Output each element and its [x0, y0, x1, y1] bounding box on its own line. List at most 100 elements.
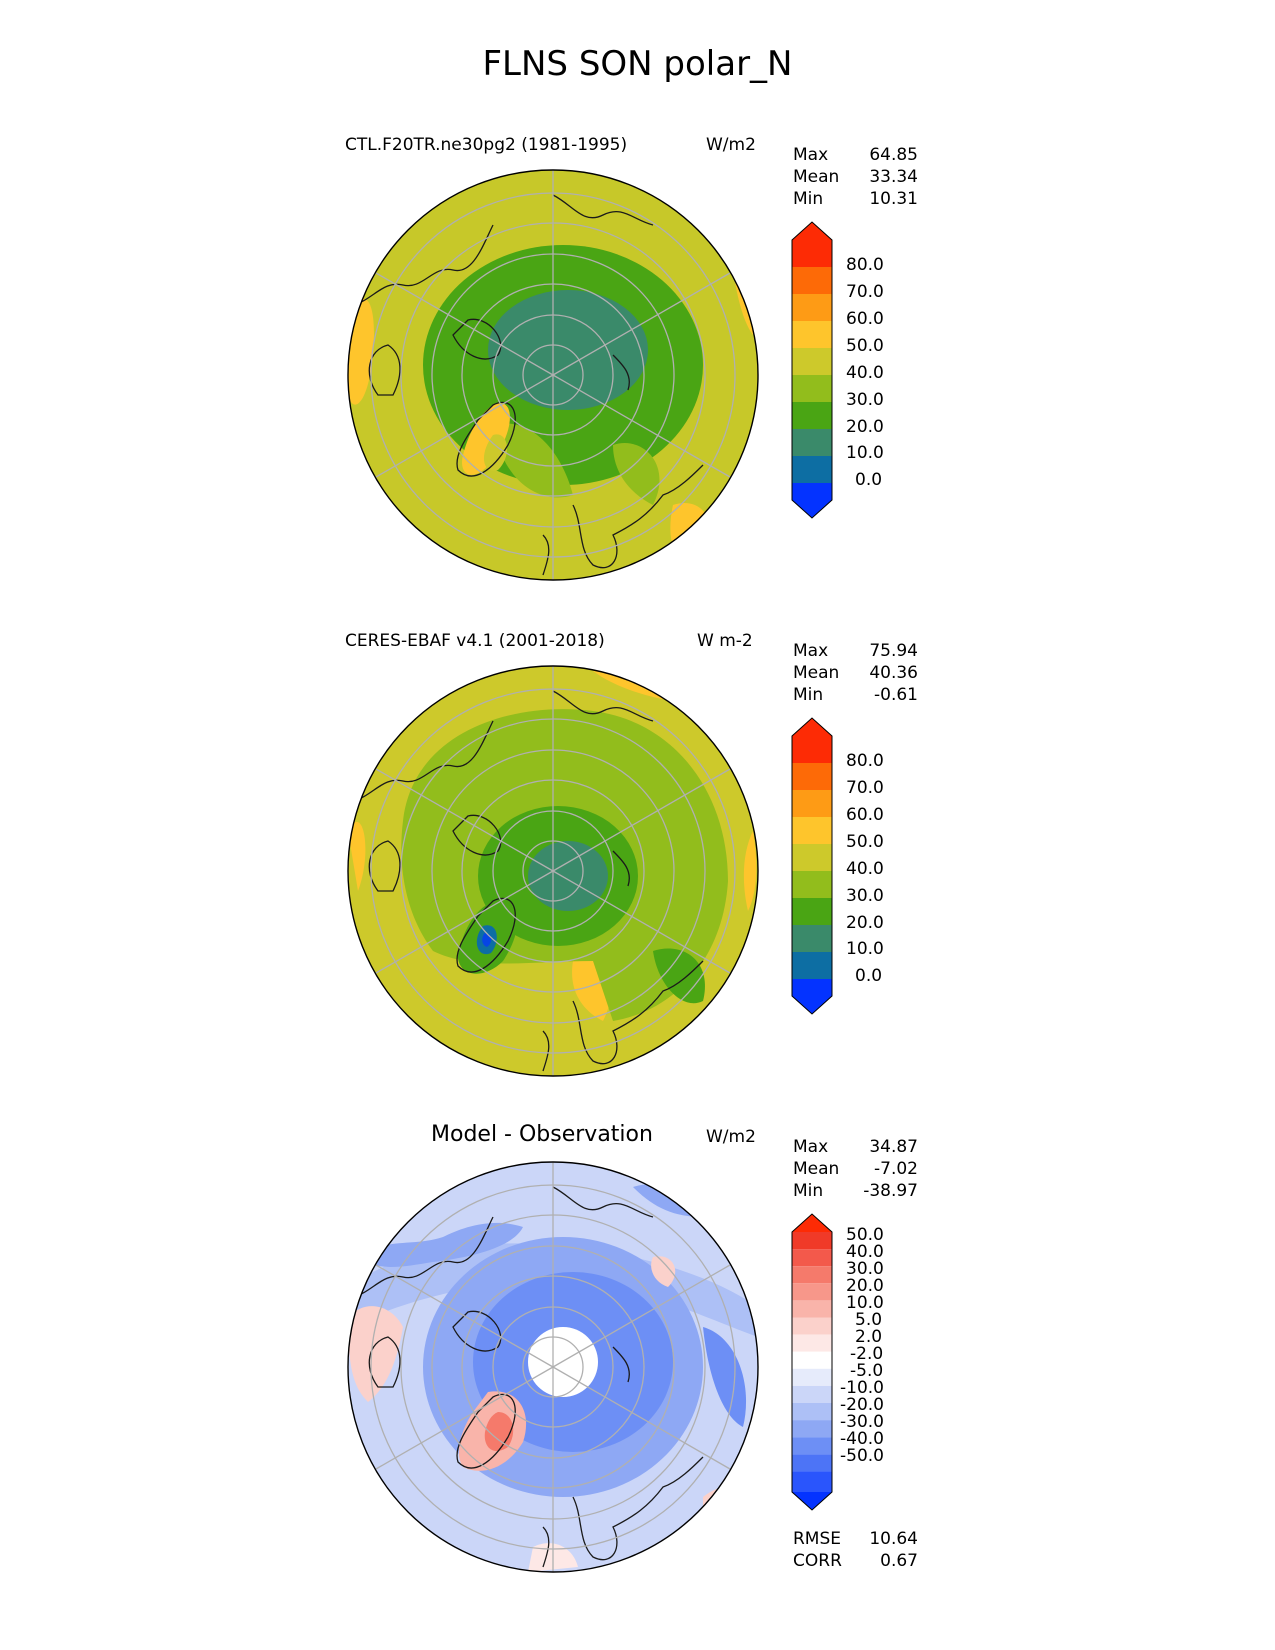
cbar-seg: [792, 1300, 832, 1318]
panel-3-stat-mean-label: Mean: [793, 1159, 840, 1179]
panel-1-cbar-tick: 20.0: [846, 417, 884, 437]
cbar-seg: [792, 1368, 832, 1386]
panel-3-cbar-tick: -20.0: [840, 1395, 884, 1415]
field-darkgreen-center: [488, 290, 648, 410]
cbar-seg: [792, 1454, 832, 1472]
cbar-top-arrow: [792, 718, 832, 736]
cbar-bottom-arrow: [792, 996, 832, 1014]
graticule: [370, 1162, 736, 1572]
cbar-bottom-arrow: [792, 500, 832, 518]
panel-3-cbar-tick: 50.0: [846, 1225, 884, 1245]
panel-3-cbar-tick: 5.0: [855, 1310, 883, 1330]
panel-2-stat-max-label: Max: [793, 641, 829, 661]
cbar-seg: [792, 1232, 832, 1250]
cbar-seg: [792, 763, 832, 790]
cbar-seg: [792, 1334, 832, 1352]
panel-2-cbar-tick: 40.0: [846, 859, 884, 879]
cbar-outline: [791, 221, 833, 519]
field-blue-top: [363, 1184, 703, 1267]
field-lightgreen-inner: [493, 423, 660, 505]
panel-1-stat-max-label: Max: [793, 145, 829, 165]
map-boundary: [347, 169, 759, 581]
cbar-seg: [792, 925, 832, 952]
panel-1-cbar-tick: 40.0: [846, 363, 884, 383]
cbar-seg: [792, 294, 832, 321]
panel-3-colorbar: [791, 1213, 833, 1511]
cbar-outline: [791, 717, 833, 1015]
cbar-seg: [792, 402, 832, 429]
cbar-seg: [792, 1283, 832, 1301]
cbar-seg: [792, 871, 832, 898]
cbar-seg: [792, 844, 832, 871]
cbar-seg: [792, 790, 832, 817]
cbar-seg: [792, 736, 832, 763]
panel-3-stat-max-label: Max: [793, 1137, 829, 1157]
field-greenland-mid: [483, 434, 508, 471]
cbar-seg: [792, 483, 832, 500]
cbar-top-arrow: [792, 222, 832, 240]
field-greenland-warm: [462, 403, 510, 475]
panel-3-cbar-tick: 2.0: [855, 1327, 883, 1347]
panel-3-cbar-tick: -2.0: [850, 1344, 884, 1364]
cbar-seg: [792, 1266, 832, 1284]
panel-2-cbar-tick: 60.0: [846, 805, 884, 825]
field-pink-left: [348, 1306, 403, 1402]
panel-1-stat-min-label: Min: [793, 189, 824, 209]
panel-2-cbar-tick: 10.0: [846, 939, 884, 959]
map-boundary: [347, 665, 759, 1077]
map-boundary: [347, 1161, 759, 1573]
coastlines: [352, 1186, 704, 1568]
cbar-seg: [792, 321, 832, 348]
panel-2-stat-min-value: -0.61: [874, 685, 918, 705]
panel-1-stat-min-value: 10.31: [869, 189, 918, 209]
panel-1-cbar-tick: 10.0: [846, 443, 884, 463]
panel-2-cbar-tick: 70.0: [846, 778, 884, 798]
cbar-seg: [792, 898, 832, 925]
panel-2-stat-max-value: 75.94: [869, 641, 918, 661]
cbar-top-arrow: [792, 1214, 832, 1232]
panel-3-metric-corr-label: CORR: [793, 1551, 842, 1571]
panel-2-cbar-tick: 50.0: [846, 832, 884, 852]
cbar-seg: [792, 1420, 832, 1438]
cbar-seg: [792, 1249, 832, 1267]
panel-2-cbar-tick: 0.0: [855, 966, 883, 986]
graticule: [370, 170, 736, 580]
panel-2-stat-mean-value: 40.36: [869, 663, 918, 683]
panel-3-metric-corr-value: 0.67: [880, 1551, 918, 1571]
panel-3-polar-map: [347, 1161, 759, 1573]
cbar-seg: [792, 1471, 832, 1492]
panel-3-cbar-tick: 20.0: [846, 1276, 884, 1296]
cbar-seg: [792, 1385, 832, 1403]
panel-1-cbar-tick: 80.0: [846, 255, 884, 275]
cbar-seg: [792, 952, 832, 979]
panel-3-stat-min-value: -38.97: [863, 1181, 918, 1201]
panel-3-cbar-tick: 10.0: [846, 1293, 884, 1313]
panel-3-cbar-tick: -50.0: [840, 1446, 884, 1466]
cbar-outline: [791, 1213, 833, 1511]
panel-3-metric-rmse-value: 10.64: [869, 1529, 918, 1549]
panel-2-stat-min-label: Min: [793, 685, 824, 705]
coastlines: [352, 194, 704, 576]
figure-title: FLNS SON polar_N: [482, 44, 793, 84]
cbar-seg: [792, 348, 832, 375]
panel-3-units: W/m2: [706, 1127, 756, 1147]
panel-3-cbar-tick: 40.0: [846, 1242, 884, 1262]
panel-2-cbar-tick: 80.0: [846, 751, 884, 771]
panel-3-title: Model - Observation: [431, 1122, 653, 1147]
field-right-blue: [703, 1327, 747, 1427]
panel-2-units: W m-2: [697, 631, 753, 651]
cbar-seg: [792, 267, 832, 294]
coastlines: [352, 690, 704, 1072]
cbar-bottom-arrow: [792, 1492, 832, 1510]
panel-1-cbar-tick: 60.0: [846, 309, 884, 329]
panel-1-stat-max-value: 64.85: [869, 145, 918, 165]
cbar-seg: [792, 1351, 832, 1369]
panel-2-stat-mean-label: Mean: [793, 663, 840, 683]
panel-3-cbar-tick: -10.0: [840, 1378, 884, 1398]
graticule: [370, 666, 736, 1076]
panel-1-cbar-tick: 30.0: [846, 390, 884, 410]
panel-1-stat-mean-label: Mean: [793, 167, 840, 187]
panel-3-cbar-tick: -40.0: [840, 1429, 884, 1449]
panel-1-cbar-tick: 50.0: [846, 336, 884, 356]
cbar-seg: [792, 240, 832, 267]
